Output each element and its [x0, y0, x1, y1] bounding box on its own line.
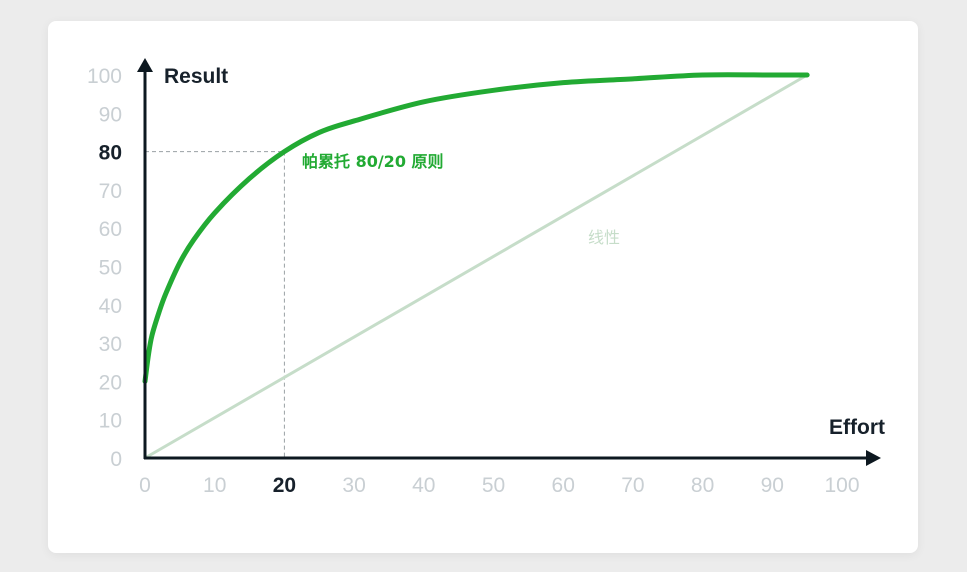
x-tick-label: 100: [824, 474, 859, 497]
y-tick-label: 20: [99, 371, 122, 394]
y-tick-label: 70: [99, 180, 122, 203]
chart-card: [48, 21, 918, 553]
x-tick-label: 80: [691, 474, 714, 497]
x-tick-label: 40: [412, 474, 435, 497]
y-tick-label: 30: [99, 333, 122, 356]
series-lines: [142, 72, 810, 460]
x-axis-title: Effort: [829, 416, 885, 439]
y-tick-label: 60: [99, 218, 122, 241]
x-axis-arrow-icon: [866, 450, 881, 466]
axes: [137, 58, 881, 466]
highlight-guides: [145, 151, 285, 458]
x-tick-label: 0: [139, 474, 151, 497]
y-axis-arrow-icon: [137, 58, 153, 72]
series-label-linear: 线性: [588, 228, 620, 247]
x-tick-label: 60: [552, 474, 575, 497]
x-tick-label: 30: [342, 474, 365, 497]
x-tick-label: 70: [621, 474, 644, 497]
x-tick-label: 20: [273, 474, 296, 497]
y-tick-label: 80: [99, 142, 122, 165]
y-tick-label: 10: [99, 410, 122, 433]
series-line-pareto: [142, 72, 810, 384]
y-tick-label: 90: [99, 103, 122, 126]
y-tick-label: 40: [99, 295, 122, 318]
y-tick-label: 100: [87, 65, 122, 88]
y-axis-title: Result: [164, 65, 228, 88]
x-tick-label: 90: [761, 474, 784, 497]
y-tick-label: 50: [99, 257, 122, 280]
series-line-linear: [143, 73, 809, 460]
x-tick-label: 10: [203, 474, 226, 497]
x-tick-label: 50: [482, 474, 505, 497]
y-tick-label: 0: [110, 448, 122, 471]
series-label-pareto: 帕累托 80/20 原则: [302, 152, 444, 171]
tick-labels: 0 10 20 30 40 50 60 70 80 90 100 0 10 20 30 40 50 60 70 80 9…: [87, 65, 860, 497]
